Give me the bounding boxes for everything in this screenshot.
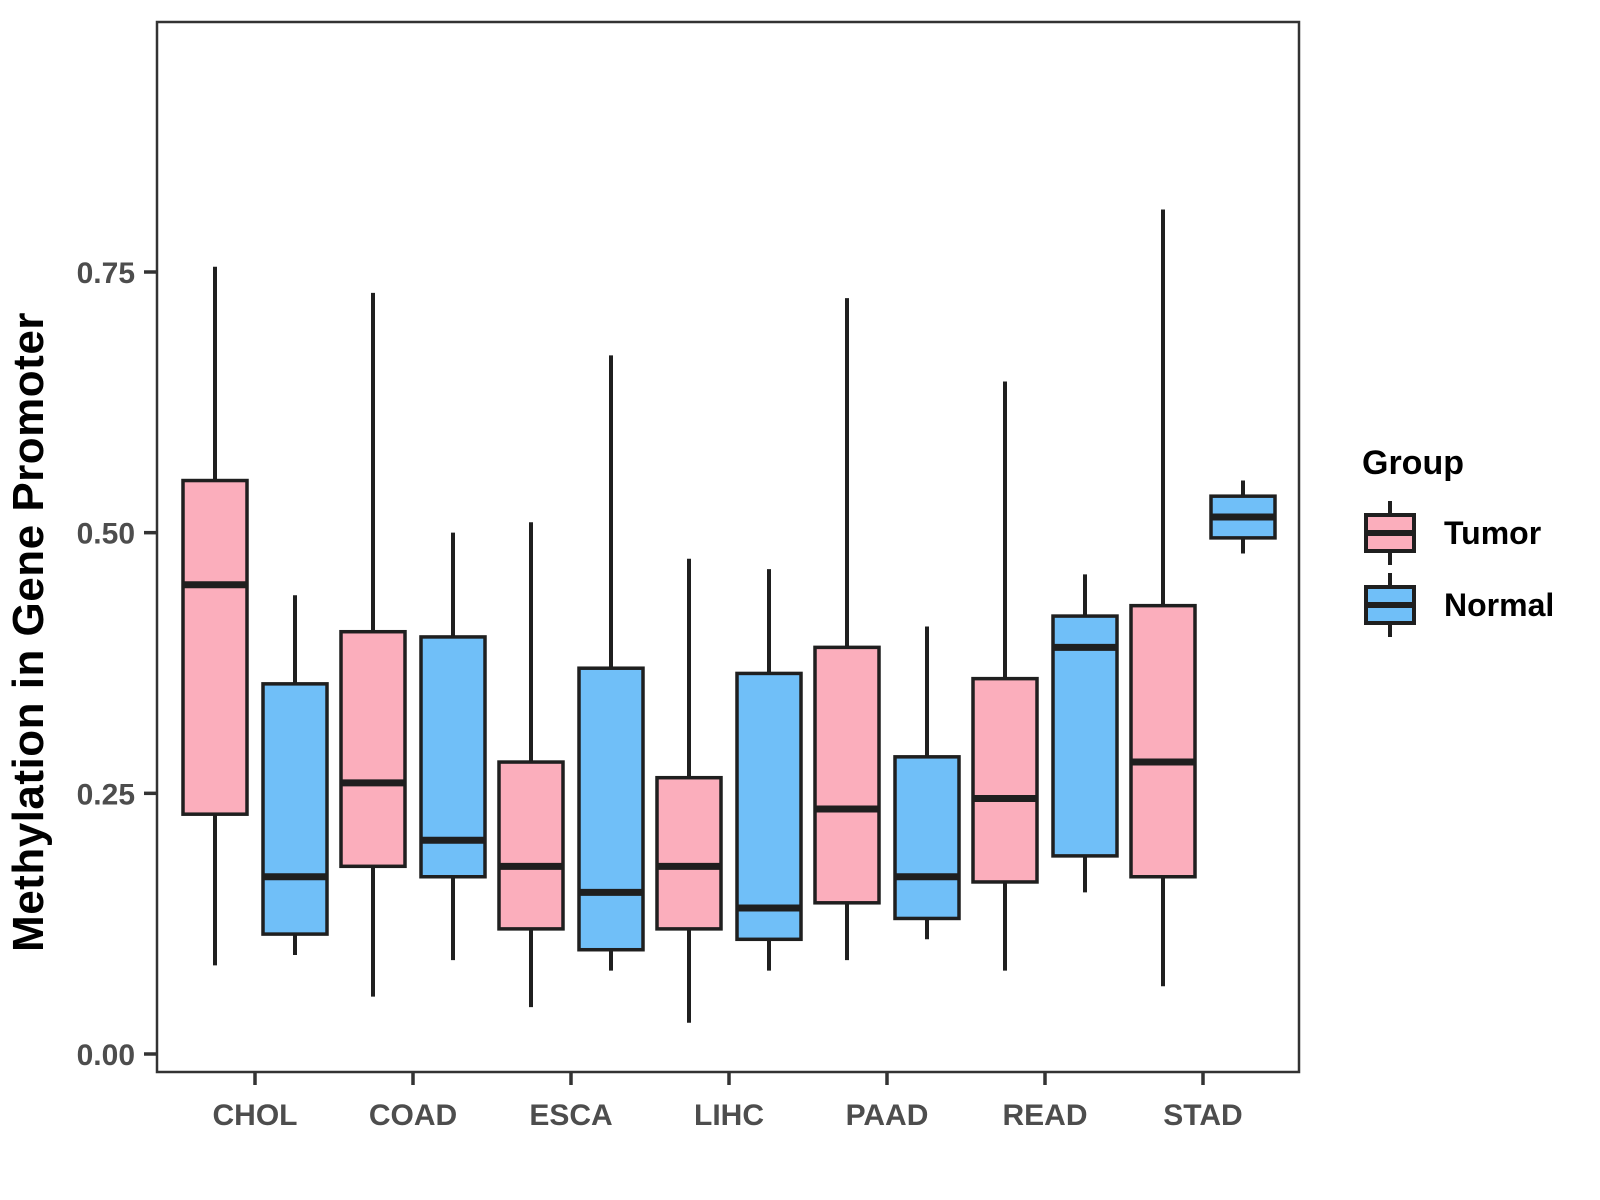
box-lihc-normal [735,671,803,942]
box-paad-tumor [813,645,881,905]
legend-entries: Tumor Normal [1338,497,1588,641]
y-tick-label: 0.00 [77,1039,135,1072]
legend-key-boxplot-icon [1364,501,1416,565]
x-tick-label-coad: COAD [369,1099,457,1132]
legend-label-tumor: Tumor [1444,514,1542,551]
box-paad-normal [893,755,961,921]
box-esca-normal [577,666,645,952]
legend-entry-normal: Normal [1338,569,1588,641]
y-tick-label: 0.25 [77,778,135,811]
box-coad-tumor [339,629,407,869]
x-tick-label-esca: ESCA [529,1099,612,1132]
x-tick-label-read: READ [1002,1099,1087,1132]
legend-key-boxplot-icon [1364,573,1416,637]
x-tick-label-chol: CHOL [213,1099,298,1132]
box-esca-tumor [497,760,565,931]
x-tick-label-paad: PAAD [846,1099,929,1132]
y-tick-label: 0.75 [77,257,135,290]
legend-label-normal: Normal [1444,586,1555,623]
box-chol-normal [261,682,329,936]
box-stad-tumor [1129,603,1197,879]
legend: Group Tumor Normal [1338,444,1588,641]
box-lihc-tumor [655,775,723,931]
x-tick-label-stad: STAD [1163,1099,1242,1132]
box-chol-tumor [181,478,249,816]
box-read-normal [1051,614,1119,858]
y-tick-label: 0.50 [77,518,135,551]
x-tick-label-lihc: LIHC [694,1099,764,1132]
box-read-tumor [971,676,1039,884]
legend-title: Group [1362,444,1464,482]
legend-entry-tumor: Tumor [1338,497,1588,569]
